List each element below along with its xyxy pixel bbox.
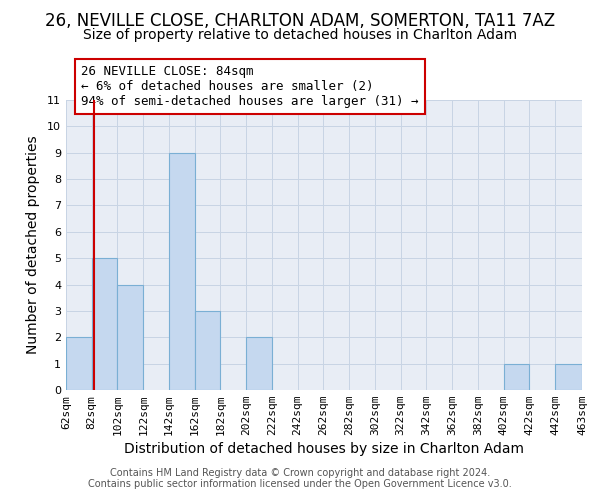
Bar (66, 338, 92, 390)
Bar (555, 364, 582, 390)
Bar (503, 364, 529, 390)
Text: Contains HM Land Registry data © Crown copyright and database right 2024.: Contains HM Land Registry data © Crown c… (110, 468, 490, 477)
Bar (194, 311, 220, 390)
Text: Size of property relative to detached houses in Charlton Adam: Size of property relative to detached ho… (83, 28, 517, 42)
Bar (92, 258, 118, 390)
Y-axis label: Number of detached properties: Number of detached properties (26, 136, 40, 354)
X-axis label: Distribution of detached houses by size in Charlton Adam: Distribution of detached houses by size … (124, 442, 524, 456)
Text: Contains public sector information licensed under the Open Government Licence v3: Contains public sector information licen… (88, 479, 512, 489)
Bar (169, 152, 194, 390)
Bar (246, 338, 272, 390)
Bar (118, 284, 143, 390)
Text: 26 NEVILLE CLOSE: 84sqm
← 6% of detached houses are smaller (2)
94% of semi-deta: 26 NEVILLE CLOSE: 84sqm ← 6% of detached… (82, 65, 419, 108)
Text: 26, NEVILLE CLOSE, CHARLTON ADAM, SOMERTON, TA11 7AZ: 26, NEVILLE CLOSE, CHARLTON ADAM, SOMERT… (45, 12, 555, 30)
